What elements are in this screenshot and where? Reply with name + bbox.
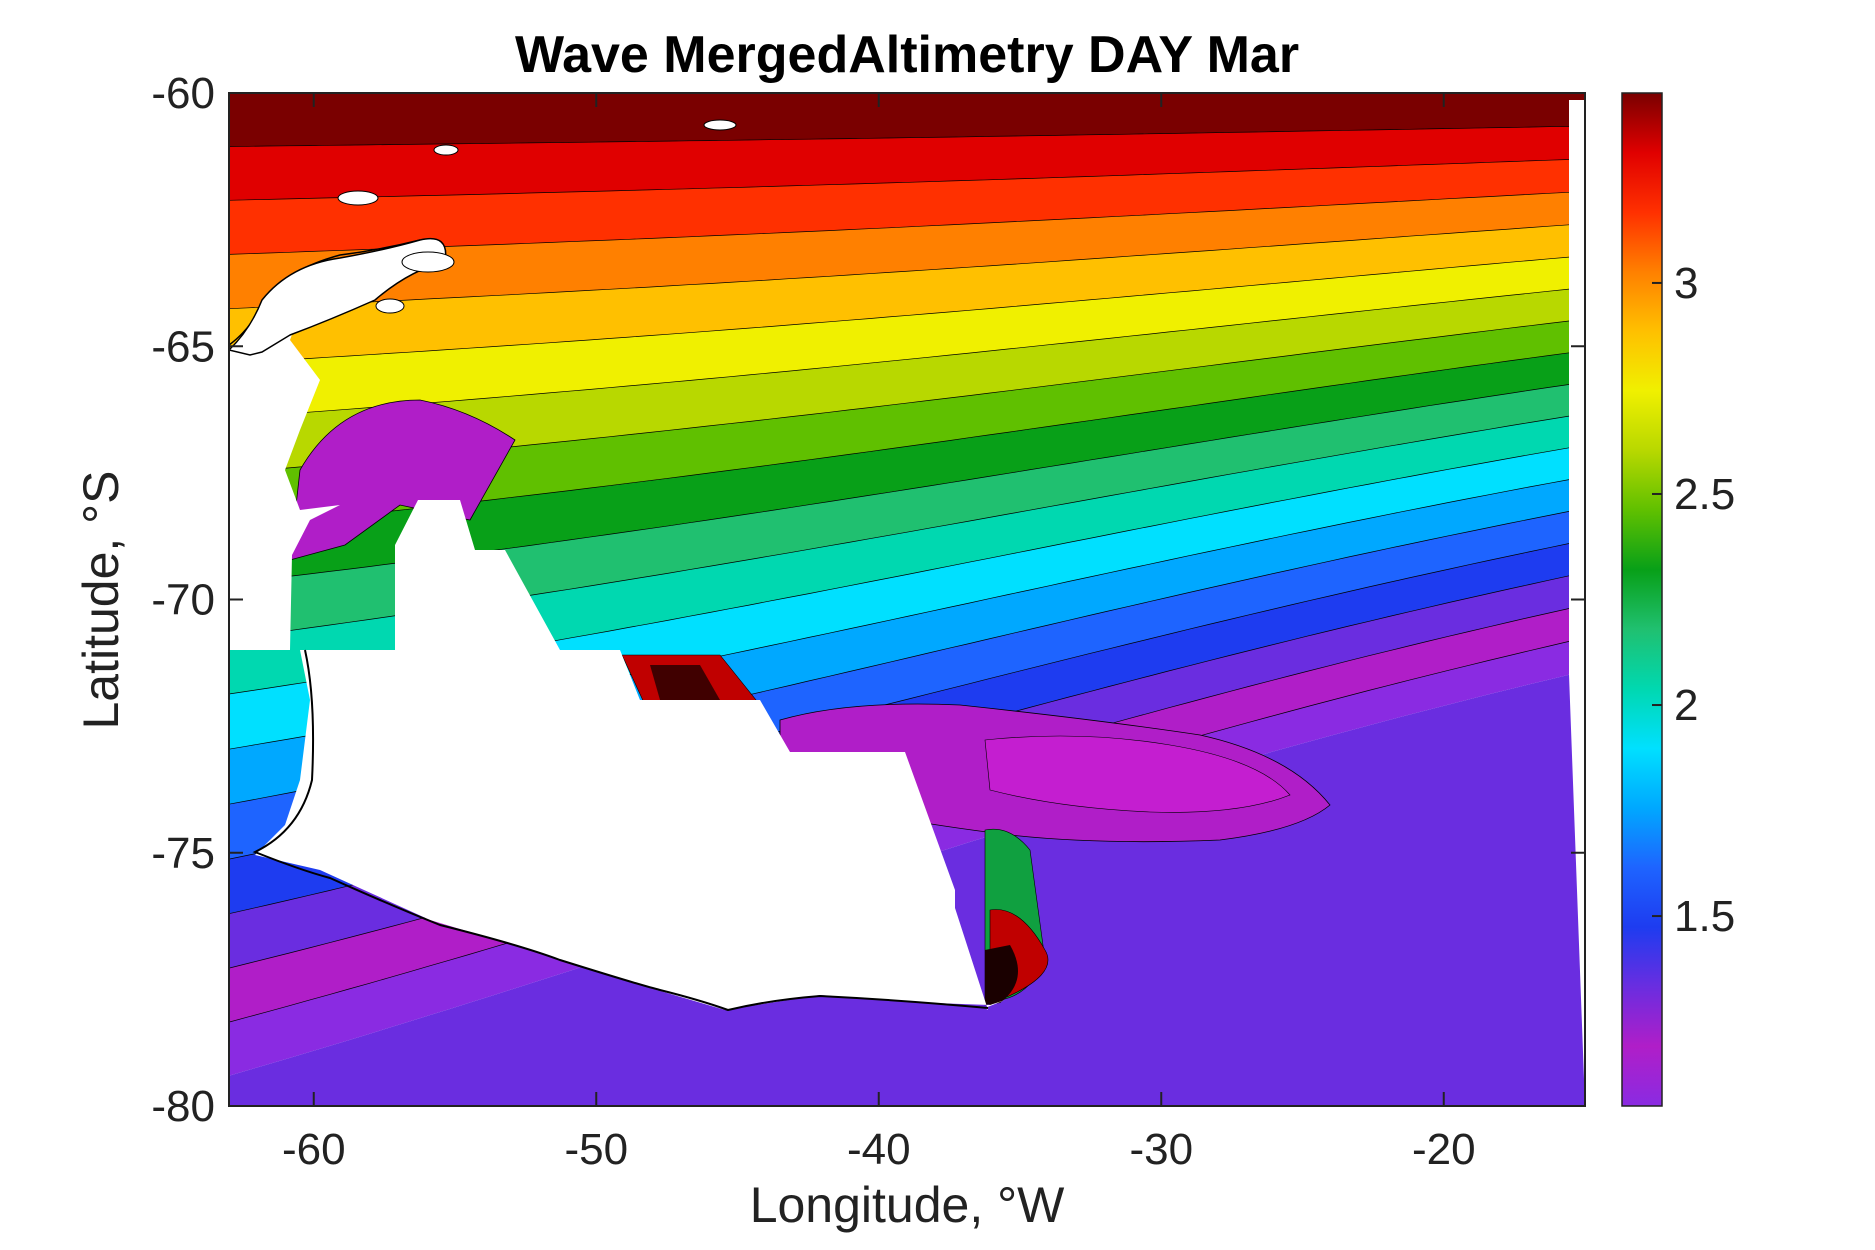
contour-band — [229, 257, 1569, 419]
island-1 — [433, 144, 459, 156]
contour-line — [229, 126, 1570, 147]
colorbar-bar — [1621, 92, 1663, 1107]
x-tick-label: -40 — [847, 1125, 911, 1174]
x-axis-label: Longitude, °W — [750, 1177, 1065, 1233]
contour-band — [229, 126, 1569, 201]
low-wave-region-west — [289, 399, 516, 561]
contour-line — [229, 224, 1570, 310]
y-tick-label: -60 — [151, 69, 215, 118]
contour-band — [229, 224, 1569, 364]
colorbar-tick-label: 2.5 — [1674, 470, 1735, 519]
colorbar: 1.5 2 2.5 3 — [1621, 92, 1735, 1107]
contour-band — [229, 352, 1569, 584]
antarctica-coastline — [252, 649, 989, 1012]
island-2 — [703, 119, 737, 131]
island-3 — [337, 190, 379, 206]
island-4 — [401, 251, 455, 273]
y-tick-label: -70 — [151, 576, 215, 625]
colorbar-tick-label: 1.5 — [1674, 892, 1735, 941]
chart-title: Wave MergedAltimetry DAY Mar — [515, 26, 1299, 84]
contour-line — [229, 159, 1570, 201]
contour-band — [229, 321, 1569, 529]
y-axis-label: Latitude, °S — [73, 470, 129, 729]
hotspot-weddell-west-core — [650, 665, 720, 700]
contour-band — [229, 416, 1569, 694]
y-tick-label: -75 — [151, 829, 215, 878]
x-tick-label: -20 — [1412, 1125, 1476, 1174]
wave-height-contour-field — [229, 93, 1585, 1106]
contour-line — [229, 288, 1570, 419]
colorbar-ticks: 1.5 2 2.5 3 — [1652, 259, 1735, 941]
x-tick-label: -30 — [1129, 1125, 1193, 1174]
contour-band — [229, 93, 1569, 147]
island-5 — [375, 298, 405, 314]
x-tick-label: -60 — [282, 1125, 346, 1174]
hotspot-weddell-east-max — [985, 945, 1018, 1005]
colorbar-tick-label: 3 — [1674, 259, 1698, 308]
contour-band — [229, 384, 1569, 639]
y-tick-label: -80 — [151, 1082, 215, 1131]
antarctica-land-mask — [229, 93, 1005, 1010]
contour-line — [229, 256, 1570, 364]
low-wave-core — [984, 735, 1291, 813]
contour-band — [229, 289, 1569, 474]
contour-band — [229, 192, 1569, 309]
contour-line — [229, 191, 1570, 255]
y-axis-ticks: -60 -65 -70 -75 -80 — [151, 69, 1585, 1131]
peninsula-land-mask — [229, 238, 447, 356]
x-tick-label: -50 — [564, 1125, 628, 1174]
contour-band — [229, 159, 1569, 255]
y-tick-label: -65 — [151, 322, 215, 371]
x-axis-ticks: -60 -50 -40 -30 -20 — [282, 93, 1476, 1174]
colorbar-tick-label: 2 — [1674, 681, 1698, 730]
